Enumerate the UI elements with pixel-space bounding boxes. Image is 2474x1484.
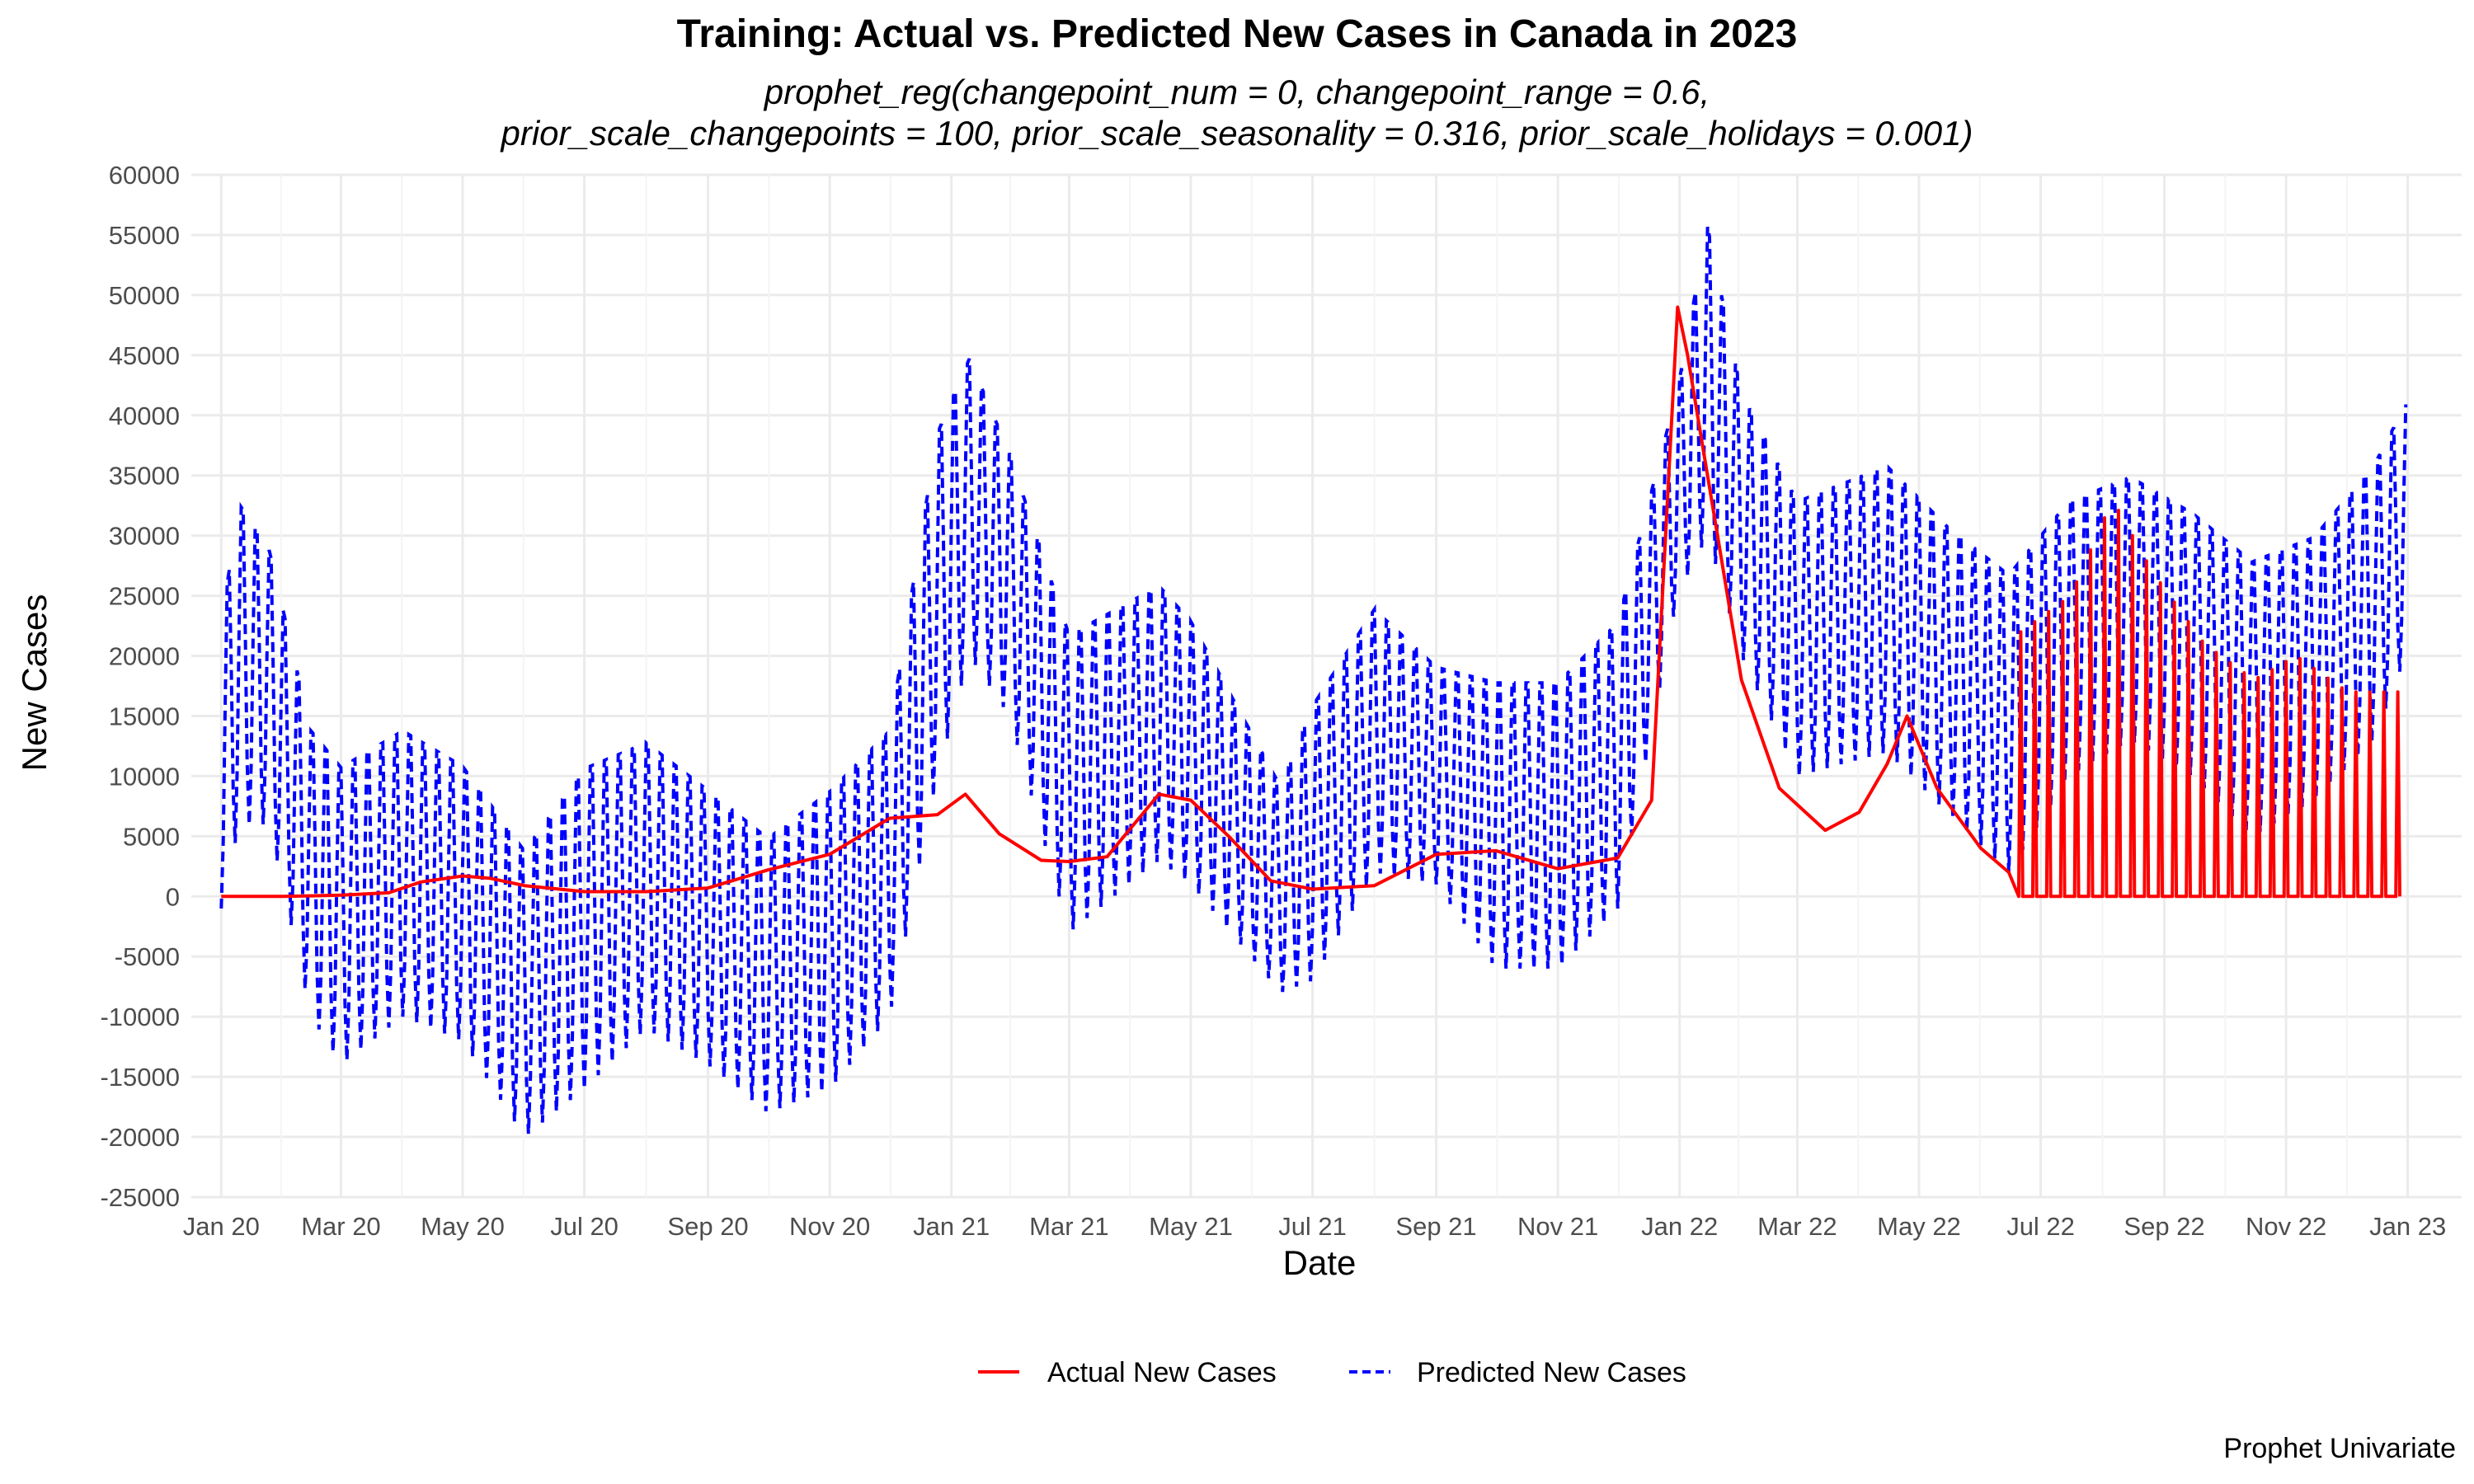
chart-subtitle-line-1: prophet_reg(changepoint_num = 0, changep… (764, 73, 1710, 111)
x-tick-label: May 21 (1149, 1212, 1233, 1241)
x-tick-label: Jan 20 (183, 1212, 260, 1241)
x-tick-label: Mar 20 (301, 1212, 380, 1241)
x-tick-label: Sep 22 (2124, 1212, 2204, 1241)
x-tick-label: Nov 21 (1517, 1212, 1598, 1241)
y-tick-label: -15000 (100, 1063, 180, 1092)
y-tick-label: -10000 (100, 1003, 180, 1031)
x-tick-label: Jul 22 (2006, 1212, 2075, 1241)
x-tick-label: May 20 (421, 1212, 505, 1241)
chart-caption: Prophet Univariate (2223, 1433, 2456, 1464)
y-tick-label: 20000 (109, 642, 180, 671)
chart-title: Training: Actual vs. Predicted New Cases… (676, 12, 1798, 56)
legend-label-predicted: Predicted New Cases (1417, 1357, 1686, 1388)
y-tick-label: -25000 (100, 1183, 180, 1212)
x-tick-label: May 22 (1877, 1212, 1961, 1241)
y-tick-label: 35000 (109, 462, 180, 491)
y-tick-label: 10000 (109, 762, 180, 791)
x-tick-label: Nov 22 (2246, 1212, 2326, 1241)
x-tick-label: Sep 21 (1395, 1212, 1476, 1241)
y-tick-label: 50000 (109, 281, 180, 310)
y-tick-label: 30000 (109, 522, 180, 551)
actual-cases-line (221, 305, 2401, 899)
y-tick-label: -5000 (115, 942, 180, 971)
y-tick-label: 45000 (109, 341, 180, 370)
x-tick-label: Jul 20 (550, 1212, 618, 1241)
x-tick-label: Nov 20 (789, 1212, 870, 1241)
x-tick-label: Jan 22 (1641, 1212, 1718, 1241)
legend-label-actual: Actual New Cases (1047, 1357, 1277, 1388)
y-tick-label: 0 (166, 882, 180, 911)
y-tick-label: -20000 (100, 1123, 180, 1152)
legend: Actual New Cases Predicted New Cases (978, 1357, 1686, 1388)
y-tick-label: 40000 (109, 402, 180, 430)
y-tick-label: 60000 (109, 161, 180, 190)
x-tick-label: Jan 23 (2369, 1212, 2446, 1241)
x-tick-label: Jan 21 (913, 1212, 990, 1241)
y-axis-ticks: 6000055000500004500040000350003000025000… (100, 161, 180, 1212)
y-tick-label: 5000 (123, 822, 180, 851)
grid-lines (191, 173, 2462, 1199)
plot-series (219, 226, 2408, 1134)
chart-subtitle-line-2: prior_scale_changepoints = 100, prior_sc… (501, 114, 1973, 153)
y-tick-label: 55000 (109, 221, 180, 250)
x-tick-label: Mar 22 (1757, 1212, 1837, 1241)
predicted-cases-line (219, 226, 2408, 1134)
x-axis-ticks: Jan 20 Mar 20 May 20 Jul 20 Sep 20 Nov 20 Jan … (183, 1212, 2446, 1241)
x-tick-label: Sep 20 (667, 1212, 748, 1241)
y-tick-label: 15000 (109, 702, 180, 730)
y-axis-title: New Cases (15, 594, 54, 772)
x-axis-title: Date (1283, 1243, 1357, 1282)
x-tick-label: Jul 21 (1278, 1212, 1347, 1241)
x-tick-label: Mar 21 (1029, 1212, 1108, 1241)
y-tick-label: 25000 (109, 582, 180, 611)
